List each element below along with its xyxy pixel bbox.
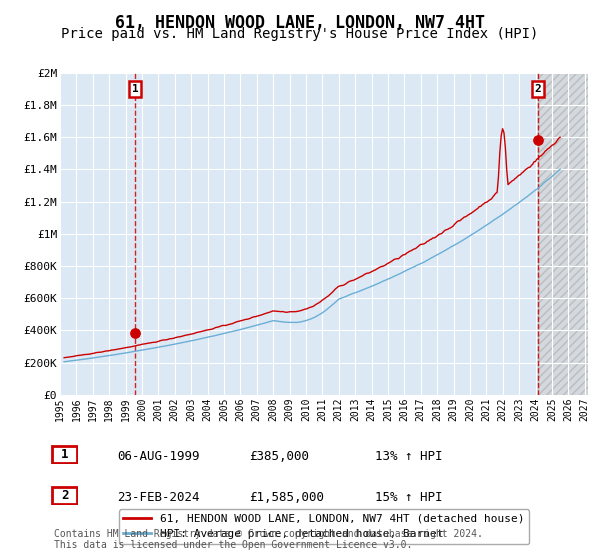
Text: 1: 1 bbox=[61, 448, 68, 461]
Text: 1: 1 bbox=[132, 84, 139, 94]
Text: 2: 2 bbox=[535, 84, 541, 94]
FancyBboxPatch shape bbox=[52, 487, 77, 504]
Point bbox=[130, 328, 140, 337]
Text: 06-AUG-1999: 06-AUG-1999 bbox=[117, 450, 199, 463]
Text: Price paid vs. HM Land Registry's House Price Index (HPI): Price paid vs. HM Land Registry's House … bbox=[61, 27, 539, 41]
Text: 2: 2 bbox=[61, 489, 68, 502]
Legend: 61, HENDON WOOD LANE, LONDON, NW7 4HT (detached house), HPI: Average price, deta: 61, HENDON WOOD LANE, LONDON, NW7 4HT (d… bbox=[119, 510, 529, 544]
FancyBboxPatch shape bbox=[52, 446, 77, 463]
Bar bbox=[538, 73, 588, 395]
Text: 13% ↑ HPI: 13% ↑ HPI bbox=[375, 450, 443, 463]
Text: £1,585,000: £1,585,000 bbox=[249, 491, 324, 504]
Text: This data is licensed under the Open Government Licence v3.0.: This data is licensed under the Open Gov… bbox=[54, 540, 412, 550]
Text: 61, HENDON WOOD LANE, LONDON, NW7 4HT: 61, HENDON WOOD LANE, LONDON, NW7 4HT bbox=[115, 14, 485, 32]
Text: £385,000: £385,000 bbox=[249, 450, 309, 463]
Text: 23-FEB-2024: 23-FEB-2024 bbox=[117, 491, 199, 504]
Bar bbox=[538, 73, 588, 395]
Point bbox=[533, 135, 542, 144]
Text: 15% ↑ HPI: 15% ↑ HPI bbox=[375, 491, 443, 504]
Text: Contains HM Land Registry data © Crown copyright and database right 2024.: Contains HM Land Registry data © Crown c… bbox=[54, 529, 483, 539]
